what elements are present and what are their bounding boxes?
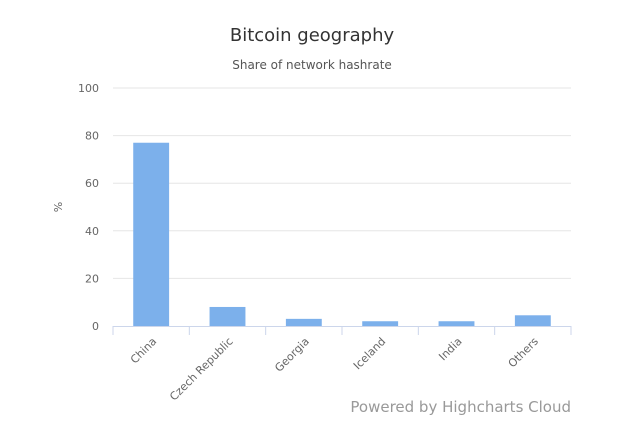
y-tick-label: 40: [85, 225, 99, 238]
y-tick-label: 60: [85, 177, 99, 190]
y-axis-label: %: [52, 202, 65, 212]
x-tick-label: Iceland: [351, 335, 388, 372]
credits-link[interactable]: Powered by Highcharts Cloud: [350, 398, 571, 416]
x-axis-ticks: China Czech Republic Georgia Iceland India Ot…: [128, 335, 541, 404]
bars: [133, 142, 551, 326]
bar-georgia[interactable]: [285, 318, 322, 326]
y-axis-ticks: 0 20 40 60 80 100: [78, 82, 99, 333]
bar-china[interactable]: [133, 142, 170, 326]
y-tick-label: 80: [85, 130, 99, 143]
y-tick-label: 0: [92, 320, 99, 333]
x-tick-label: India: [436, 335, 464, 363]
bar-czech-republic[interactable]: [209, 306, 246, 326]
bar-india[interactable]: [438, 321, 475, 326]
bar-others[interactable]: [514, 315, 551, 326]
gridlines: [113, 87, 571, 279]
y-tick-label: 20: [85, 272, 99, 285]
chart-title: Bitcoin geography: [230, 25, 395, 46]
bar-iceland[interactable]: [362, 321, 399, 326]
x-axis: [112, 326, 572, 335]
x-tick-label: Others: [506, 335, 542, 371]
x-tick-label: Czech Republic: [167, 335, 235, 403]
x-tick-label: China: [128, 335, 159, 366]
chart-subtitle: Share of network hashrate: [232, 58, 392, 72]
y-tick-label: 100: [78, 82, 99, 95]
x-tick-label: Georgia: [272, 335, 312, 375]
